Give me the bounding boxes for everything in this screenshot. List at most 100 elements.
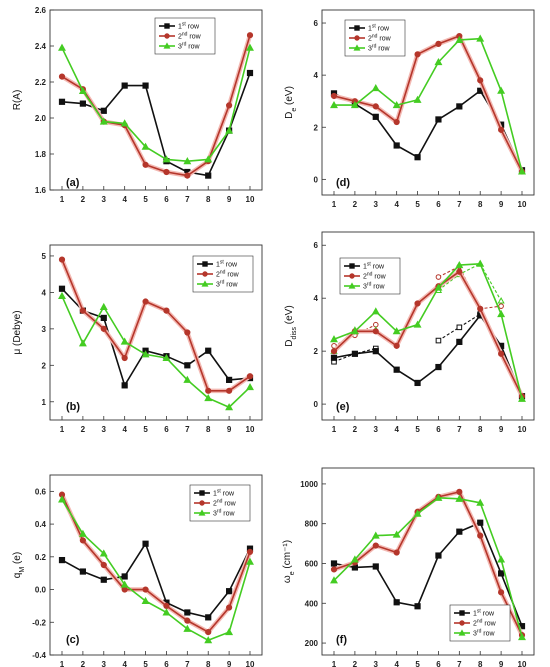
data-point (372, 103, 379, 110)
data-point (434, 57, 443, 66)
chart-panel-3: 1 2 3 4 5 6 7 8 9 10 -0.4 -0.2 0.0 0.2 0.4 0.6 qM (e) (c)… (12, 474, 263, 667)
data-point (99, 117, 108, 125)
series-line (333, 314, 523, 397)
y-tick-label: 6 (314, 241, 319, 250)
legend-label: 3rd row (216, 280, 239, 289)
data-point (226, 604, 233, 611)
data-point (518, 394, 526, 402)
panel-label: (e) (336, 401, 350, 413)
data-point (162, 608, 171, 616)
legend-label: 2nd row (213, 499, 237, 508)
y-axis-label: Ddiss (eV) (284, 305, 298, 346)
data-point (477, 305, 484, 312)
x-tick-label: 3 (102, 660, 107, 667)
series-line (61, 288, 251, 387)
x-tick-label: 7 (457, 660, 462, 667)
x-tick-label: 7 (185, 195, 190, 204)
data-point (205, 172, 212, 179)
y-tick-label: 800 (305, 520, 319, 529)
series-line (61, 542, 251, 619)
x-tick-label: 5 (415, 660, 420, 667)
legend-label: 3rd row (473, 629, 496, 638)
data-point (330, 335, 338, 343)
y-tick-label: 2.2 (35, 78, 47, 87)
data-point (142, 161, 149, 168)
x-tick-label: 8 (478, 425, 483, 434)
legend-label: 1st row (213, 489, 235, 498)
data-point (330, 354, 338, 361)
data-point (79, 307, 86, 314)
data-point (498, 126, 505, 133)
data-point (99, 549, 108, 557)
y-tick-label: 4 (314, 294, 319, 303)
data-point (121, 573, 128, 580)
x-tick-label: 2 (353, 200, 358, 209)
legend-marker (202, 271, 208, 277)
x-tick-label: 8 (206, 195, 211, 204)
data-point (184, 329, 191, 336)
x-tick-label: 4 (394, 200, 399, 209)
data-point (141, 596, 150, 604)
data-point (456, 488, 463, 495)
legend-marker (198, 509, 206, 516)
data-point (226, 102, 233, 109)
dashed-data-point (497, 297, 505, 304)
dashed-series-line (438, 313, 481, 342)
x-tick-label: 10 (246, 425, 255, 434)
legend-label: 2nd row (363, 272, 387, 281)
data-point (246, 43, 254, 51)
data-point (226, 588, 233, 595)
series-line (61, 494, 251, 633)
y-tick-label: 1 (42, 398, 47, 407)
data-point (121, 354, 128, 362)
series-line (61, 259, 251, 392)
data-point (184, 609, 191, 616)
data-point (163, 168, 170, 176)
x-tick-label: 1 (60, 660, 65, 667)
data-point (414, 300, 421, 307)
data-point (413, 95, 422, 103)
x-tick-label: 8 (478, 200, 483, 209)
series-line (61, 47, 251, 162)
x-tick-label: 8 (478, 660, 483, 667)
legend-marker (199, 500, 205, 506)
data-point (393, 342, 400, 349)
x-tick-label: 2 (81, 195, 86, 204)
legend-label: 1st row (363, 262, 385, 271)
y-tick-label: 2 (314, 347, 319, 356)
data-point (435, 116, 442, 123)
legend-marker (348, 282, 356, 289)
data-point (79, 537, 86, 544)
y-tick-label: 4 (42, 288, 47, 297)
legend-marker (353, 44, 361, 51)
data-point (455, 494, 464, 502)
data-point (476, 259, 485, 267)
legend-label: 2nd row (368, 34, 392, 43)
data-point (456, 338, 463, 345)
legend-label: 1st row (368, 24, 390, 33)
data-point (351, 564, 358, 571)
series-line (61, 295, 251, 409)
x-tick-label: 5 (415, 425, 420, 434)
x-tick-label: 6 (164, 195, 169, 204)
x-tick-label: 9 (499, 425, 504, 434)
series-line (333, 262, 523, 400)
data-point (518, 167, 526, 175)
data-point (518, 632, 526, 641)
data-point (205, 347, 212, 354)
x-tick-label: 1 (332, 425, 337, 434)
data-point (204, 636, 213, 644)
data-point (330, 576, 338, 584)
data-point (455, 35, 464, 43)
chart-panel-6: 1 2 3 4 5 6 7 8 9 10 200 400 600 800 1000 ωe (cm⁻¹) (f) 1… (282, 467, 535, 667)
x-tick-label: 2 (353, 660, 358, 667)
x-tick-label: 3 (374, 425, 379, 434)
x-tick-label: 5 (143, 195, 148, 204)
x-tick-label: 2 (81, 660, 86, 667)
